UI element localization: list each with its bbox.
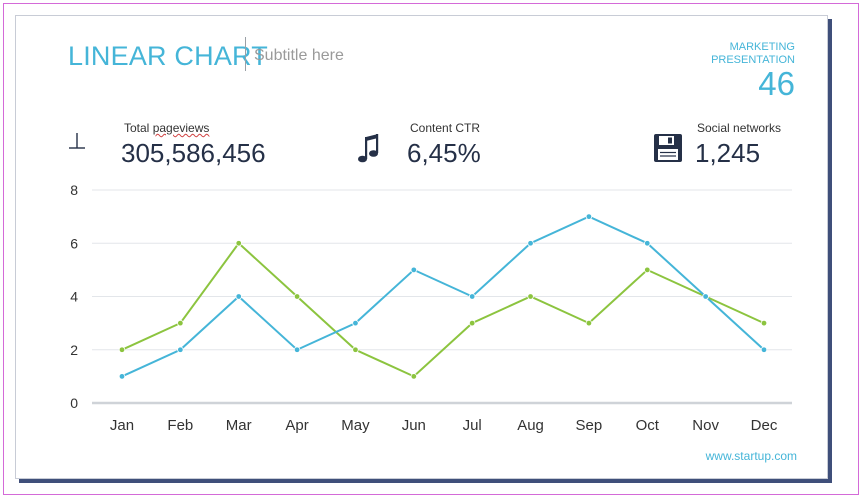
series-2-point: [410, 373, 418, 380]
series-2-point: [527, 293, 534, 300]
pin-icon: [69, 133, 85, 149]
stat-value-ctr: 6,45%: [407, 138, 481, 168]
marketing-label: MARKETING: [729, 41, 795, 53]
series-1-point: [702, 293, 709, 300]
stat-label-ctr: Content CTR: [410, 121, 481, 135]
slide: LINEAR CHART Subtitle here MARKETING PRE…: [15, 15, 828, 479]
marketing-presentation-label: MARKETING PRESENTATION: [711, 41, 795, 67]
x-tick-label: Apr: [285, 417, 308, 434]
page-border: [3, 3, 859, 495]
x-tick-label: May: [341, 417, 370, 434]
spellcheck-word: pageviews: [152, 121, 210, 135]
x-tick-label: Mar: [226, 417, 252, 434]
series-2-point: [468, 319, 476, 327]
text-cursor: [245, 37, 246, 71]
series-1-point: [644, 240, 651, 247]
series-1-point: [293, 346, 301, 353]
stat-label-social: Social networks: [697, 121, 782, 135]
gridlines: [92, 189, 792, 351]
x-tick-label: Aug: [517, 417, 544, 434]
series-1-point: [177, 346, 184, 353]
x-tick-label: Feb: [167, 417, 193, 434]
line-chart: 0 2 4 6 8 Jan Feb Mar Apr May Jun Jul Aug Sep Oct Nov De…: [70, 182, 792, 434]
chart-axes: 0 2 4 6 8 Jan Feb Mar Apr May Jun Jul Aug Sep Oct Nov De…: [70, 182, 792, 434]
x-tick-label: Nov: [692, 417, 719, 434]
series-1-point: [352, 319, 359, 327]
y-tick-label: 6: [70, 235, 78, 251]
series-1-point: [527, 240, 534, 247]
x-tick-label: Jan: [110, 417, 134, 434]
y-tick-label: 4: [70, 289, 78, 305]
x-tick-label: Sep: [576, 417, 603, 434]
series-line-1: [121, 215, 765, 378]
x-tick-label: Oct: [636, 417, 660, 434]
series-2-point: [118, 346, 126, 353]
y-tick-label: 8: [70, 182, 78, 198]
series-2-point: [585, 319, 593, 327]
series-line-2: [121, 241, 765, 378]
series-1-point: [468, 293, 476, 300]
series-1-point: [760, 346, 768, 353]
chart-series: [118, 213, 768, 380]
series-1-point: [585, 213, 593, 220]
y-tick-label: 2: [70, 342, 78, 358]
series-2-point: [293, 293, 301, 300]
series-2-point: [352, 346, 359, 353]
stat-label-pageviews: Total pageviews: [124, 121, 210, 135]
stat-value-pageviews: 305,586,456: [121, 138, 266, 168]
page-number: 46: [758, 65, 795, 102]
series-1-point: [118, 373, 126, 380]
series-1-point: [410, 266, 418, 274]
stat-value-social: 1,245: [695, 138, 761, 168]
series-2-point: [235, 240, 242, 247]
series-2-point: [760, 319, 768, 327]
series-1-point: [235, 293, 242, 300]
x-tick-label: Jun: [402, 417, 426, 434]
music-note-icon: [358, 134, 379, 163]
y-tick-label: 0: [70, 395, 78, 411]
slide-title: LINEAR CHART: [68, 41, 268, 71]
series-2-point: [644, 266, 651, 274]
presentation-label: PRESENTATION: [711, 54, 795, 66]
x-tick-label: Jul: [463, 417, 482, 434]
footer-link[interactable]: www.startup.com: [705, 449, 797, 463]
floppy-disk-icon: [654, 134, 682, 162]
series-2-point: [177, 319, 184, 327]
slide-subtitle[interactable]: Subtitle here: [254, 47, 344, 64]
x-tick-label: Dec: [751, 417, 778, 434]
